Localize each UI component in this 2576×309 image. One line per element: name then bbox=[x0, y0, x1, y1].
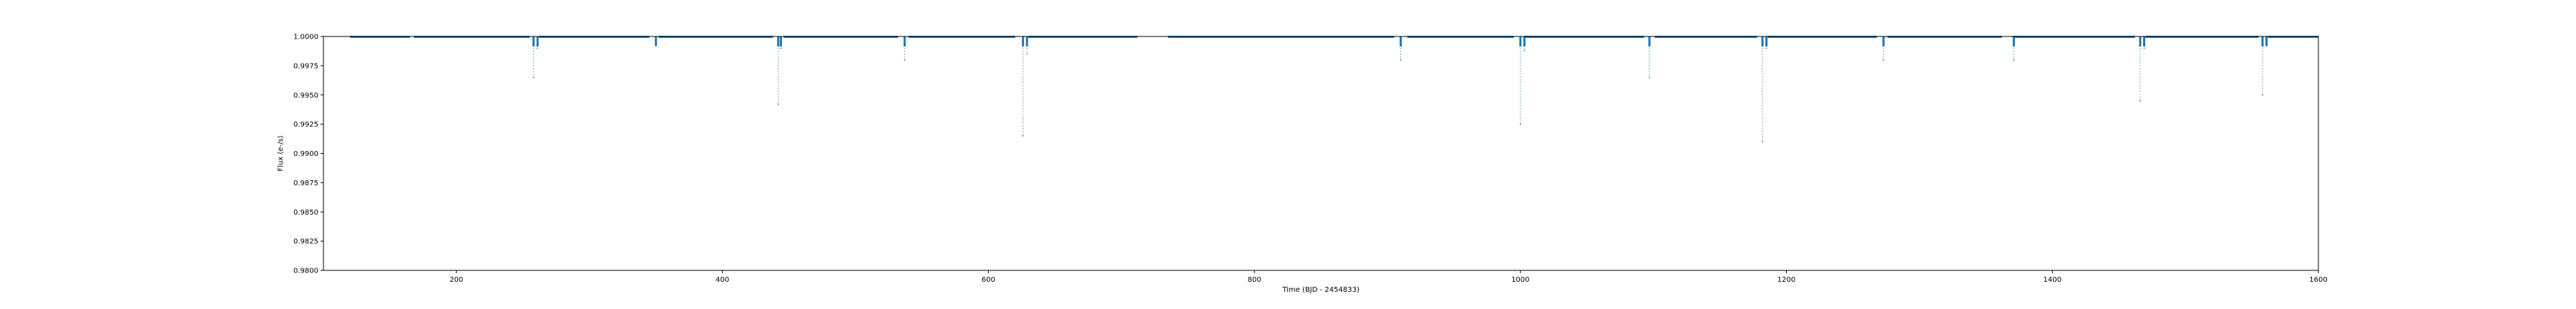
plot-frame bbox=[323, 36, 2319, 271]
transit-dip-minimum bbox=[1400, 59, 1402, 61]
x-tick-label: 400 bbox=[716, 276, 729, 284]
transit-dip-minimum bbox=[1026, 53, 1028, 55]
transit-dip-minimum bbox=[1022, 135, 1024, 137]
transit-dip-minimum bbox=[532, 77, 535, 79]
x-tick-label: 1600 bbox=[2309, 276, 2327, 284]
transit-dip-minimum bbox=[2140, 100, 2141, 102]
transit-dip-minimum bbox=[904, 59, 906, 61]
x-tick-label: 200 bbox=[449, 276, 463, 284]
transit-dip-core bbox=[1025, 36, 1028, 46]
transit-dip-minimum bbox=[777, 103, 779, 105]
y-tick-label: 0.9850 bbox=[293, 209, 318, 217]
transit-dip-core bbox=[1523, 36, 1526, 46]
transit-dip-minimum bbox=[1883, 59, 1885, 61]
y-tick-label: 0.9875 bbox=[293, 180, 318, 187]
x-tick-label: 600 bbox=[982, 276, 995, 284]
transit-dip-minimum bbox=[1519, 123, 1521, 125]
transit-dip-core bbox=[1519, 36, 1522, 46]
y-axis-title: Flux (e-/s) bbox=[277, 135, 285, 171]
transit-dip-core bbox=[1761, 36, 1764, 46]
transit-dip-core bbox=[1882, 36, 1885, 46]
transit-dip-core bbox=[903, 36, 906, 46]
transit-dip-minimum bbox=[2265, 45, 2268, 46]
transit-dip-minimum bbox=[1523, 49, 1526, 52]
transit-dip-core bbox=[2261, 36, 2264, 46]
transit-dip-core bbox=[2012, 36, 2015, 46]
transit-dip-core bbox=[1400, 36, 1402, 46]
y-tick-label: 1.0000 bbox=[293, 34, 318, 41]
y-tick-label: 0.9925 bbox=[293, 121, 318, 129]
transit-dip-minimum bbox=[1762, 141, 1763, 143]
x-axis-ticks: 200 400 600 800 1000 1200 1400 1600 bbox=[449, 270, 2328, 284]
y-tick-label: 0.9900 bbox=[293, 150, 318, 158]
transit-dip-core bbox=[532, 36, 535, 46]
x-tick-label: 1400 bbox=[2044, 276, 2062, 284]
transit-dip-core bbox=[2139, 36, 2142, 46]
y-tick-label: 0.9950 bbox=[293, 92, 318, 99]
y-tick-label: 0.9825 bbox=[293, 238, 318, 246]
plot-data-layer bbox=[350, 36, 2318, 143]
transit-dip-minimum bbox=[1649, 77, 1650, 79]
transit-dip-core bbox=[1648, 36, 1651, 46]
transit-dip-core bbox=[777, 36, 780, 46]
transit-dip-minimum bbox=[2143, 47, 2145, 49]
x-tick-label: 800 bbox=[1248, 276, 1262, 284]
x-tick-label: 1000 bbox=[1511, 276, 1529, 284]
transit-dip-core bbox=[536, 36, 539, 46]
transit-dip-minimum bbox=[1765, 47, 1767, 49]
x-axis-title: Time (BJD - 2454833) bbox=[1282, 286, 1360, 294]
transit-dip-core bbox=[1765, 36, 1768, 46]
transit-dip-core bbox=[655, 36, 658, 46]
transit-dip-minimum bbox=[2262, 94, 2263, 96]
transit-dip-minimum bbox=[537, 47, 539, 49]
transit-dip-core bbox=[2265, 36, 2268, 46]
transit-dip-minimum bbox=[655, 45, 657, 46]
transit-dip-core bbox=[2143, 36, 2146, 46]
transit-dip-core bbox=[779, 36, 782, 46]
y-tick-label: 0.9800 bbox=[293, 268, 318, 275]
transit-dip-core bbox=[1022, 36, 1025, 46]
transit-dip-minimum bbox=[780, 47, 782, 49]
x-tick-label: 1200 bbox=[1777, 276, 1795, 284]
y-tick-label: 0.9975 bbox=[293, 62, 318, 70]
transit-dip-minimum bbox=[2013, 59, 2015, 61]
y-axis-ticks: 0.9800 0.9825 0.9850 0.9875 0.9900 0.9925 0.99… bbox=[293, 34, 323, 275]
